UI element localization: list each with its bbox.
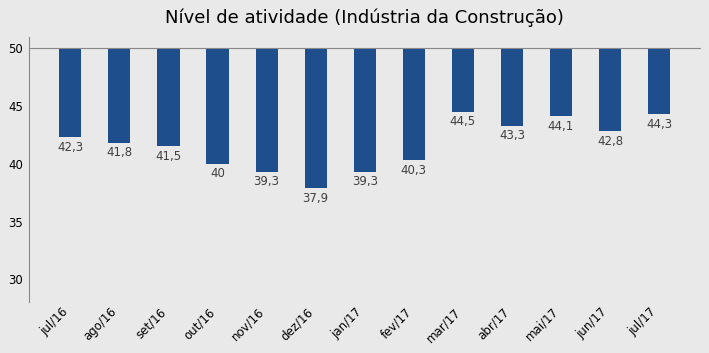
- Bar: [452, 48, 474, 112]
- Bar: [206, 48, 228, 164]
- Text: 39,3: 39,3: [254, 175, 279, 189]
- Text: 41,8: 41,8: [106, 146, 133, 160]
- Bar: [550, 48, 572, 116]
- Text: 37,9: 37,9: [303, 192, 329, 204]
- Text: 43,3: 43,3: [499, 129, 525, 142]
- Text: 40: 40: [210, 167, 225, 180]
- Text: 42,8: 42,8: [597, 135, 623, 148]
- Text: 40,3: 40,3: [401, 164, 427, 177]
- Bar: [255, 48, 278, 172]
- Title: Nível de atividade (Indústria da Construção): Nível de atividade (Indústria da Constru…: [165, 8, 564, 27]
- Bar: [157, 48, 179, 146]
- Bar: [403, 48, 425, 160]
- Bar: [648, 48, 670, 114]
- Text: 44,5: 44,5: [450, 115, 476, 128]
- Text: 44,1: 44,1: [548, 120, 574, 133]
- Text: 39,3: 39,3: [352, 175, 378, 189]
- Bar: [60, 48, 82, 137]
- Bar: [501, 48, 523, 126]
- Bar: [108, 48, 130, 143]
- Text: 42,3: 42,3: [57, 141, 84, 154]
- Bar: [305, 48, 327, 188]
- Text: 41,5: 41,5: [155, 150, 182, 163]
- Text: 44,3: 44,3: [646, 118, 672, 131]
- Bar: [354, 48, 376, 172]
- Bar: [599, 48, 621, 131]
